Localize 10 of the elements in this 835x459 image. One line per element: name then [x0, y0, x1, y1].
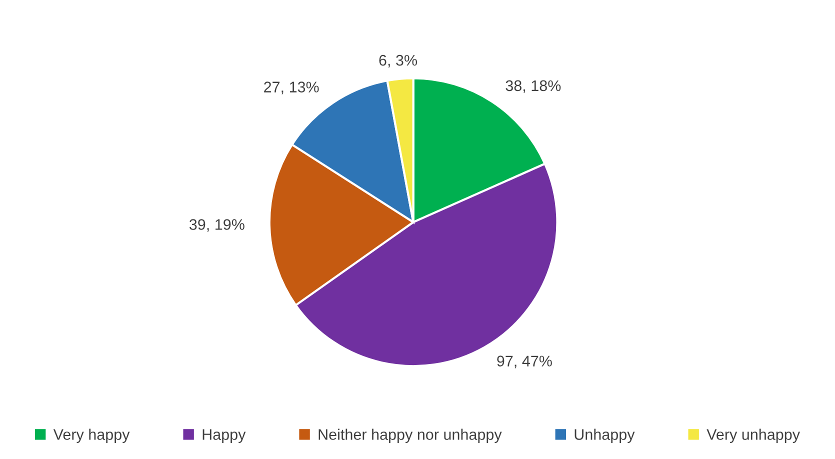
data-label: 39, 19%	[189, 219, 244, 232]
legend-label: Very unhappy	[706, 428, 800, 443]
legend-label: Very happy	[53, 428, 130, 443]
data-label: 38, 18%	[506, 80, 561, 93]
legend-label: Neither happy nor unhappy	[318, 428, 502, 443]
data-label: 27, 13%	[264, 82, 319, 94]
legend-label: Happy	[202, 429, 246, 443]
legend-label: Unhappy	[574, 428, 635, 443]
data-label: 97, 47%	[497, 356, 552, 368]
data-label: 6, 3%	[379, 54, 417, 68]
